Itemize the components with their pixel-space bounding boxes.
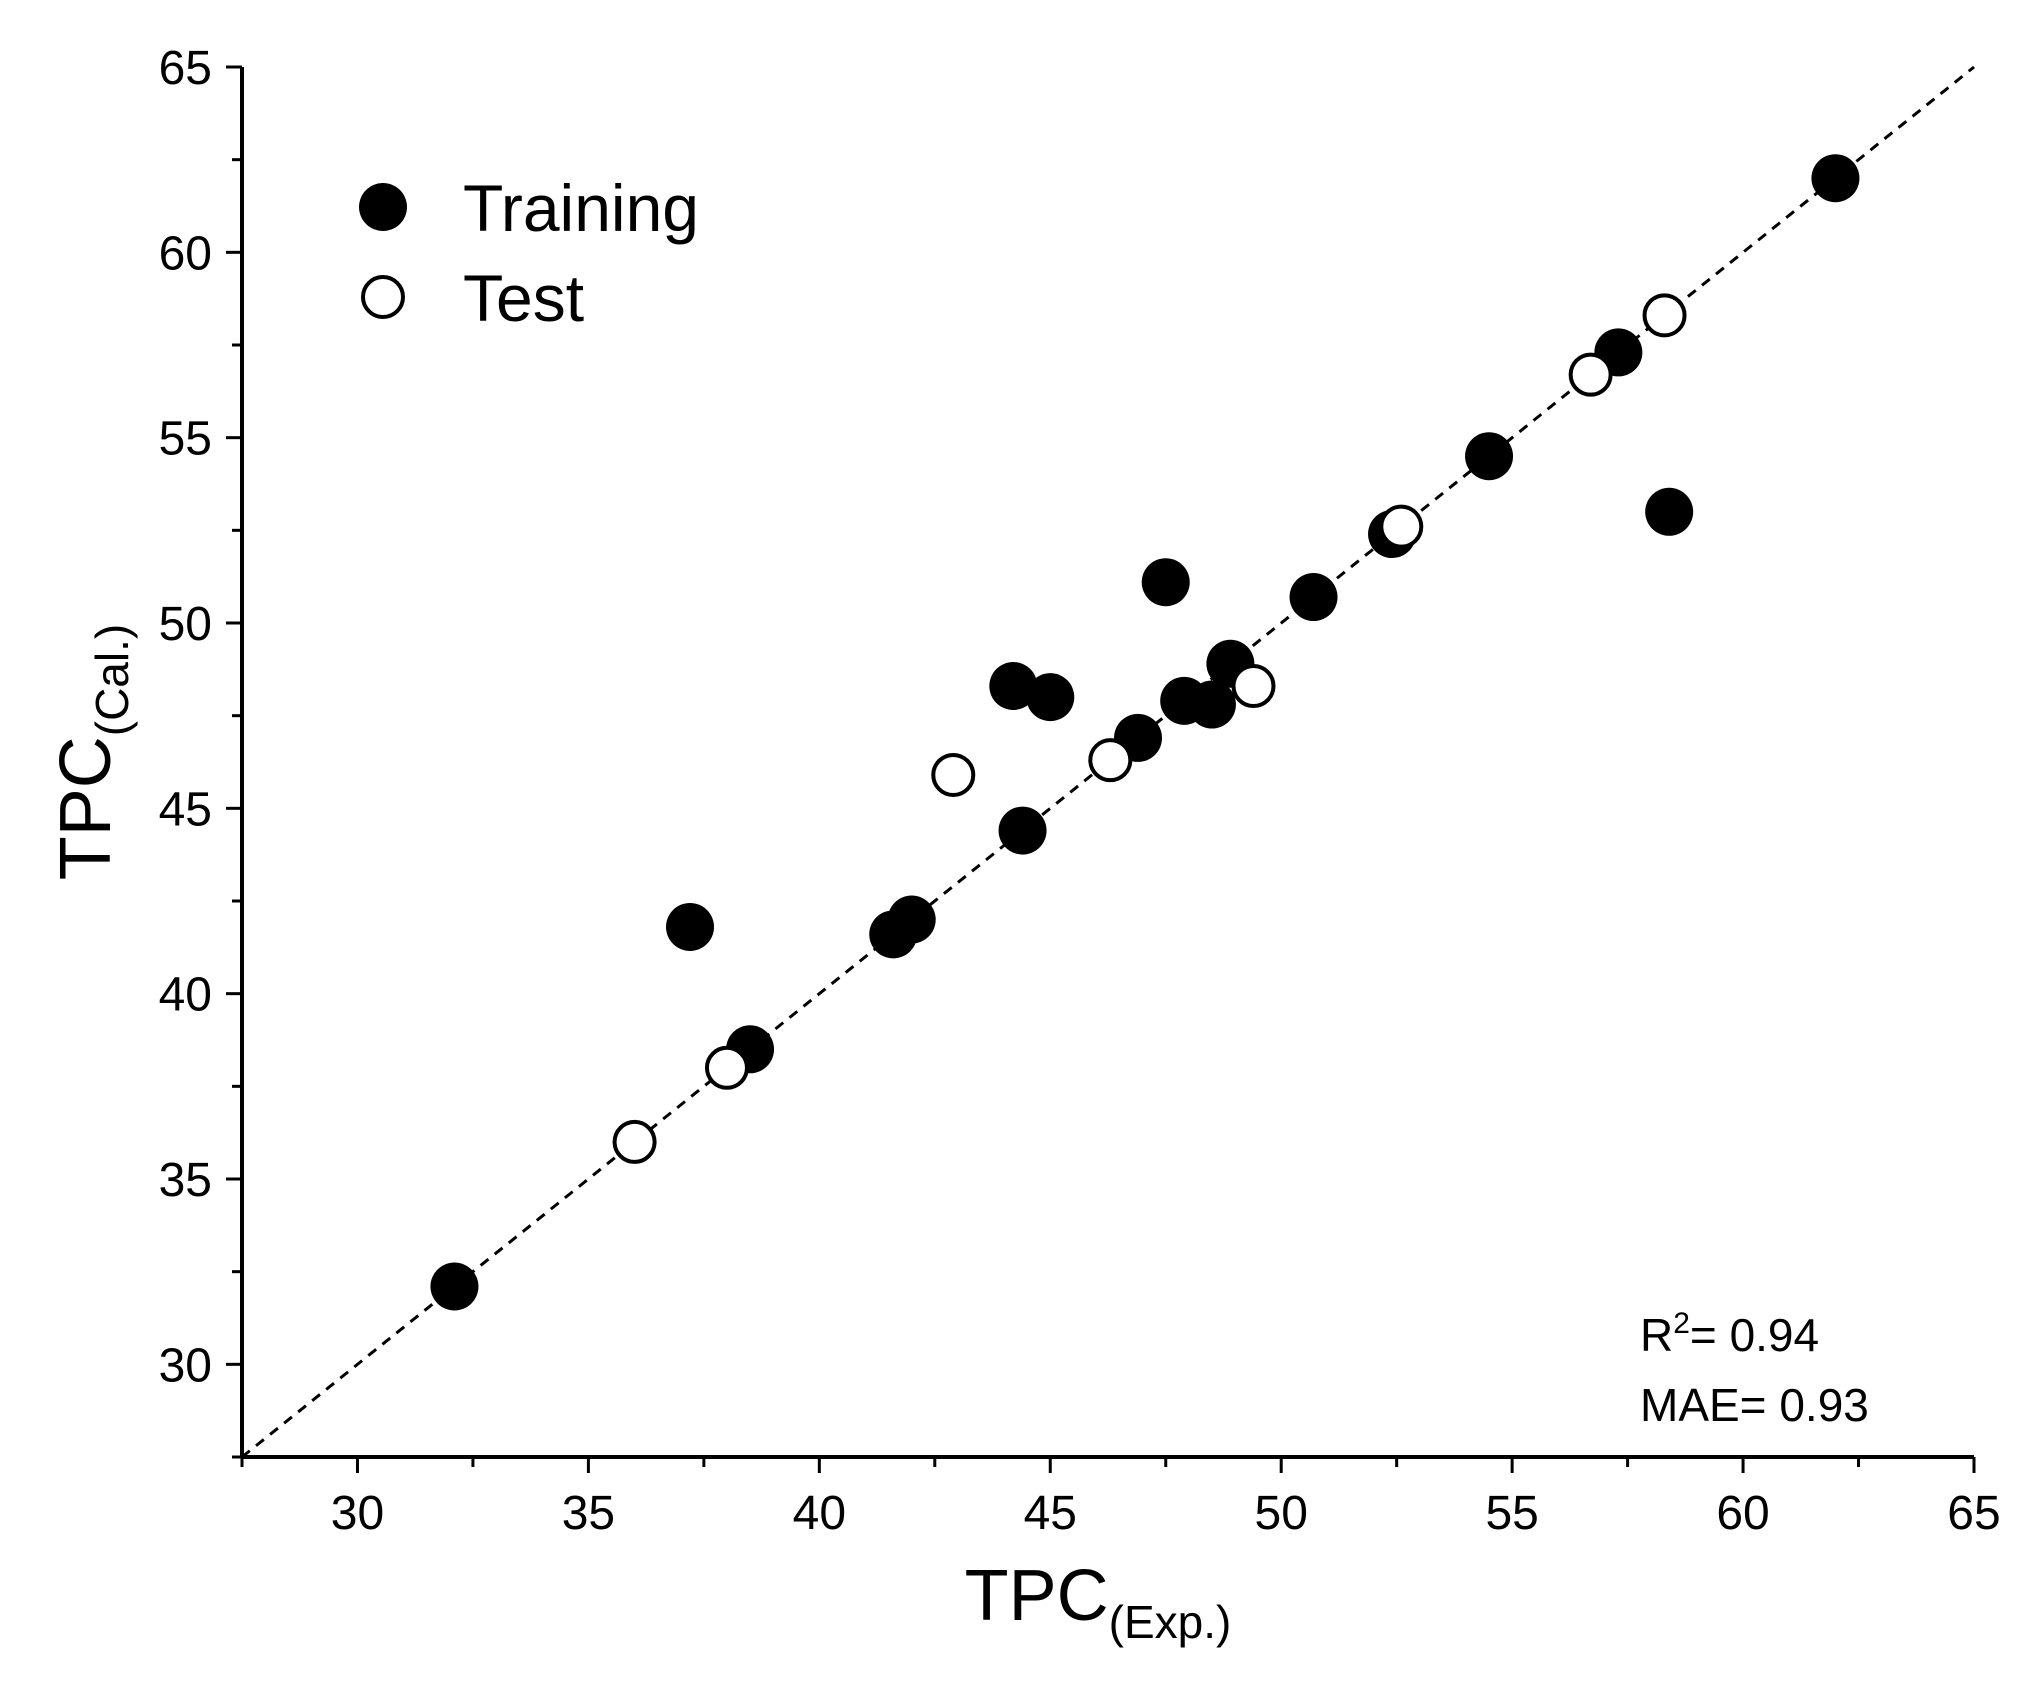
x-axis-title-main: TPC <box>965 1556 1109 1636</box>
training-point <box>887 895 936 944</box>
test-point <box>612 1119 657 1164</box>
x-axis-ticks: 30 35 40 45 50 55 60 65 <box>240 1457 2001 1540</box>
training-point <box>1289 573 1338 622</box>
test-point <box>1379 504 1424 549</box>
training-point <box>430 1262 479 1311</box>
r-squared-superscript: 2 <box>1673 1307 1690 1340</box>
x-tick-label: 45 <box>1024 1487 1077 1540</box>
legend: Training Test <box>359 171 699 335</box>
x-tick-label: 40 <box>793 1487 846 1540</box>
training-point <box>666 902 715 951</box>
training-point <box>1811 154 1860 203</box>
x-axis-title-sub: (Exp.) <box>1109 1596 1232 1648</box>
x-tick-label: 55 <box>1485 1487 1538 1540</box>
training-point <box>998 806 1047 855</box>
test-point <box>1642 293 1687 338</box>
y-tick-label: 35 <box>159 1154 212 1207</box>
test-point <box>931 752 976 797</box>
training-point <box>1141 558 1190 607</box>
x-axis-title: TPC(Exp.) <box>965 1556 1232 1648</box>
x-tick-label: 35 <box>562 1487 615 1540</box>
y-tick-label: 40 <box>159 969 212 1022</box>
y-tick-label: 65 <box>159 42 212 95</box>
legend-label-test: Test <box>463 261 584 335</box>
y-axis-title: TPC(Cal.) <box>46 624 138 880</box>
y-axis-ticks: 30 35 40 45 50 55 60 65 <box>159 42 242 1459</box>
r-squared-label: R <box>1640 1309 1673 1361</box>
y-tick-label: 60 <box>159 227 212 280</box>
y-axis-title-sub: (Cal.) <box>86 624 138 736</box>
data-points <box>430 154 1860 1311</box>
training-point <box>1645 487 1694 536</box>
x-tick-label: 65 <box>1947 1487 2000 1540</box>
training-point <box>1187 680 1236 729</box>
mae-annotation: MAE= 0.93 <box>1640 1379 1869 1431</box>
test-point <box>1088 738 1133 783</box>
r-squared-value: = 0.94 <box>1690 1309 1819 1361</box>
y-tick-label: 30 <box>159 1339 212 1392</box>
y-axis-title-main: TPC <box>46 736 126 880</box>
x-tick-label: 30 <box>331 1487 384 1540</box>
y-tick-label: 55 <box>159 413 212 466</box>
legend-marker-test <box>361 275 405 319</box>
test-point <box>1568 352 1613 397</box>
x-tick-label: 50 <box>1255 1487 1308 1540</box>
legend-label-training: Training <box>463 171 699 245</box>
y-tick-label: 45 <box>159 783 212 836</box>
test-point <box>704 1045 749 1090</box>
training-point <box>1465 432 1514 481</box>
training-point <box>1026 673 1075 722</box>
test-point <box>1231 664 1276 709</box>
training-point <box>989 662 1038 711</box>
r-squared-annotation: R2= 0.94 <box>1640 1307 1819 1361</box>
y-tick-label: 50 <box>159 598 212 651</box>
legend-marker-training <box>359 183 407 231</box>
x-tick-label: 60 <box>1716 1487 1769 1540</box>
